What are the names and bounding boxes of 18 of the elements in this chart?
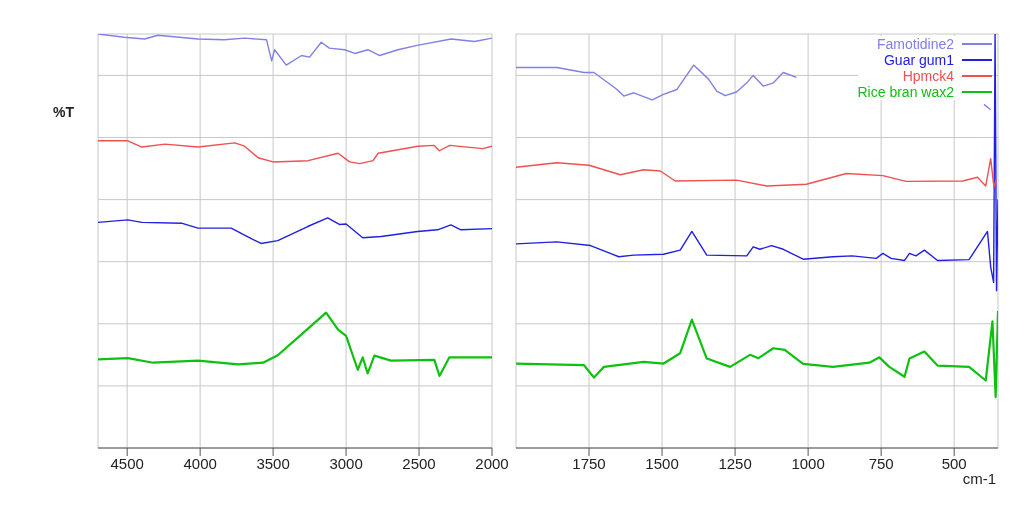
x-tick-label: 1750: [572, 454, 606, 472]
legend-label: Guar gum1: [883, 52, 954, 68]
x-tick-label: 4000: [183, 454, 217, 472]
x-tick-label: 2500: [402, 454, 436, 472]
x-tick-label: 1250: [718, 454, 752, 472]
x-tick-label: 1500: [645, 454, 679, 472]
legend-label: Hpmck4: [902, 68, 954, 84]
x-tick-label: 3500: [256, 454, 290, 472]
legend-label: Rice bran wax2: [857, 84, 954, 100]
x-tick-label: 1000: [791, 454, 825, 472]
legend-label: Famotidine2: [876, 36, 954, 52]
x-tick-label: 3000: [329, 454, 363, 472]
x-tick-label: 750: [868, 454, 894, 472]
y-axis-title: %T: [53, 104, 74, 120]
x-tick-label: 2000: [475, 454, 509, 472]
x-tick-label: 4500: [110, 454, 144, 472]
x-tick-label: 500: [941, 454, 967, 472]
x-axis-title: cm-1: [962, 470, 996, 487]
